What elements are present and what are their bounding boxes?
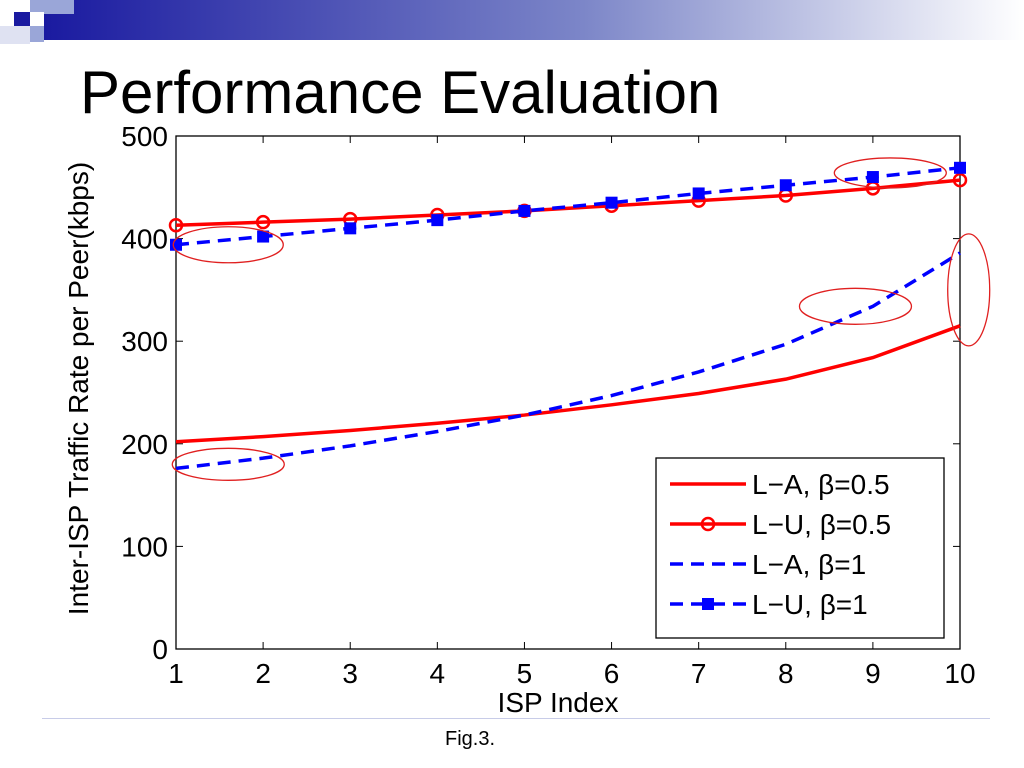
data-point-square [954,161,966,174]
highlight-ellipse-l-a-b1-start [171,447,285,481]
data-point-square [257,230,270,243]
series-line-2 [175,251,961,471]
data-point-circle [255,214,271,230]
data-point-circle [952,172,968,188]
y-tick-label: 0 [152,634,168,665]
legend-label: L−A, β=0.5 [752,469,890,500]
highlight-ellipse-l-u-b1-end [833,157,947,189]
x-tick-label: 9 [865,658,881,689]
y-tick-label: 300 [121,326,168,357]
y-tick-label: 200 [121,429,168,460]
data-point-square [518,204,531,217]
series-line-3 [175,166,961,247]
data-point-square [692,187,705,200]
data-point-square [605,196,618,209]
data-point-square [431,214,444,227]
highlight-ellipse-l-u-b1-start [172,226,284,264]
highlight-ellipse-l-a-b1-end [798,287,913,325]
data-point-square [170,238,182,251]
legend-marker-circle [700,516,716,532]
x-axis-label: ISP Index [498,687,619,718]
title-bar-decoration [0,0,1024,44]
data-point-square [866,171,879,184]
x-tick-label: 7 [691,658,707,689]
y-tick-label: 500 [121,121,168,152]
footer-divider [42,718,990,719]
figure-caption: Fig.3. [444,728,496,750]
x-tick-label: 6 [604,658,620,689]
highlight-ellipse-end-gap [947,233,991,347]
legend-marker-square [702,598,714,610]
legend-label: L−U, β=0.5 [752,509,891,540]
x-tick-label: 8 [778,658,794,689]
data-point-circle [168,218,184,233]
x-tick-label: 5 [517,658,533,689]
legend-label: L−A, β=1 [752,549,866,580]
series-line-1 [175,178,961,228]
series-line-0 [175,324,961,444]
y-tick-label: 400 [121,224,168,255]
y-tick-label: 100 [121,531,168,562]
y-axis-label: Inter-ISP Traffic Rate per Peer(kbps) [63,162,94,615]
x-tick-label: 2 [255,658,271,689]
x-tick-label: 10 [944,658,975,689]
x-tick-label: 3 [342,658,358,689]
x-tick-label: 4 [430,658,446,689]
data-point-square [344,222,357,235]
x-tick-label: 1 [168,658,184,689]
data-point-square [779,179,792,192]
slide-title: Performance Evaluation [80,59,721,126]
legend-label: L−U, β=1 [752,589,868,620]
